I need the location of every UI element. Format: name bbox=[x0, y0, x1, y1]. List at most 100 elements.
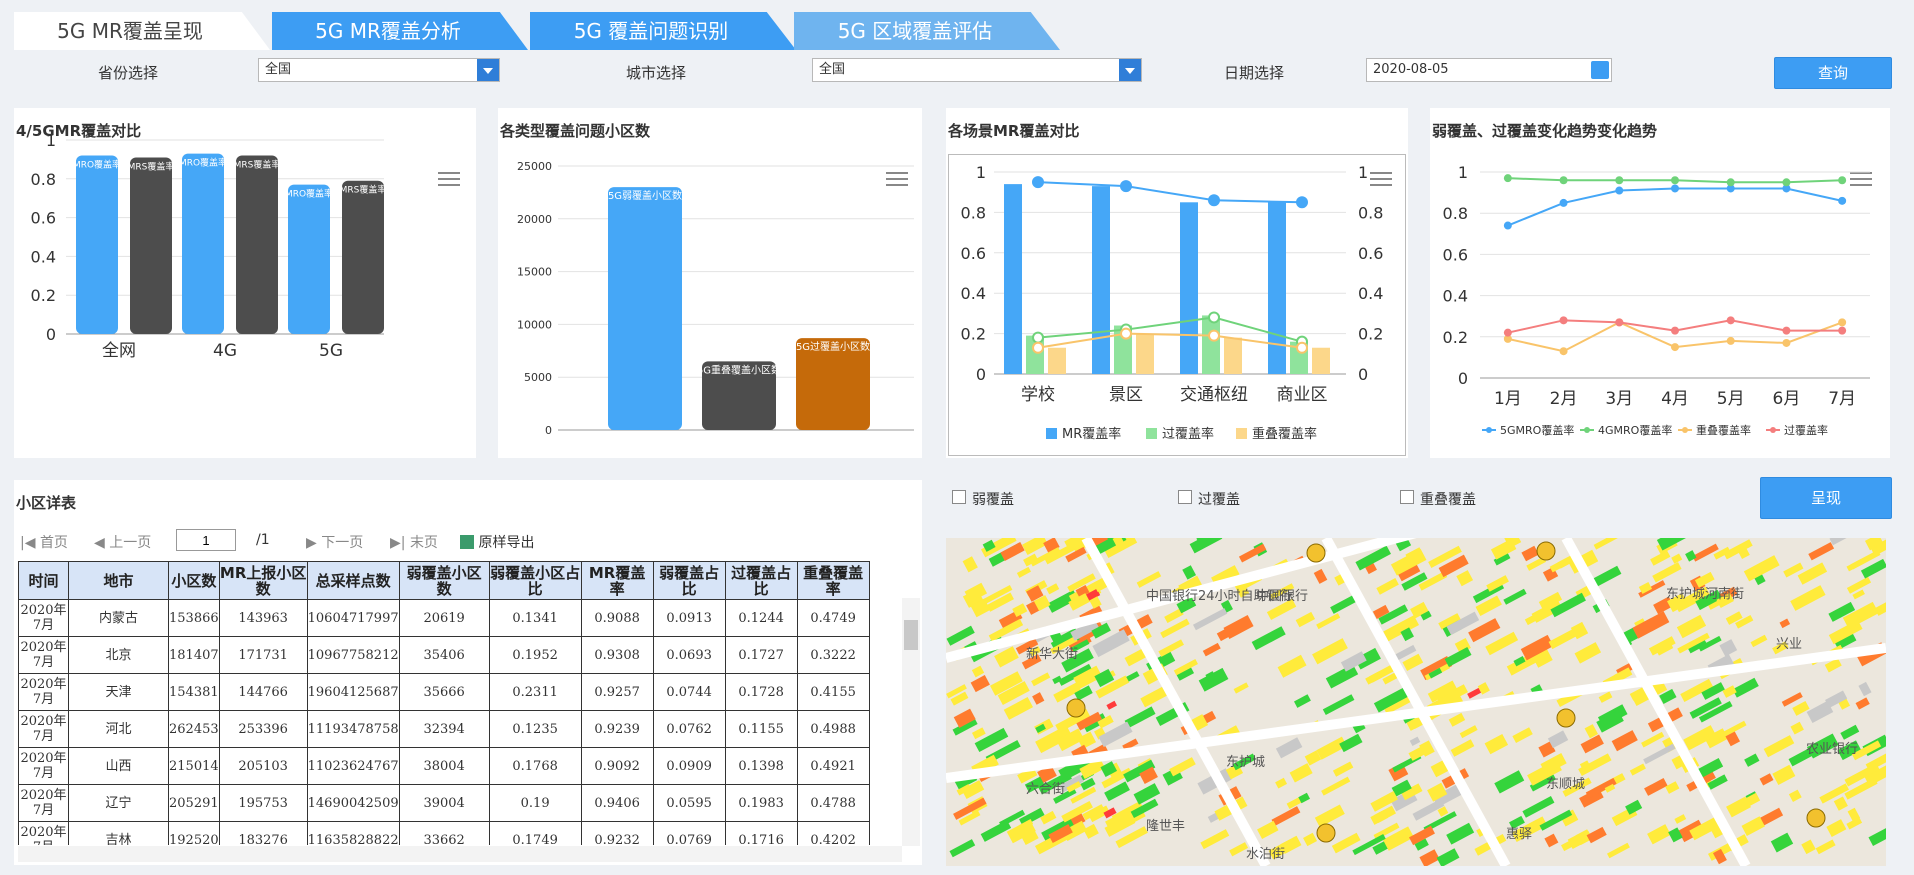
bar bbox=[1092, 186, 1110, 374]
chart-menu-icon[interactable] bbox=[438, 172, 460, 188]
map-block bbox=[1828, 601, 1856, 622]
y-tick-label: 20000 bbox=[517, 213, 552, 226]
table-cell: 0.1155 bbox=[724, 710, 798, 748]
table-cell: 0.1716 bbox=[724, 821, 798, 845]
map-block bbox=[1238, 543, 1267, 563]
horizontal-scrollbar[interactable] bbox=[18, 846, 902, 862]
table-cell: 20619 bbox=[398, 599, 490, 637]
table-row[interactable]: 2020年7月 辽宁 205291 195753 14690042509 39004 0.1… bbox=[18, 784, 870, 822]
vertical-scrollbar[interactable] bbox=[902, 598, 920, 846]
y-tick-label: 1 bbox=[46, 131, 56, 150]
tab-mr-coverage-analysis[interactable]: 5G MR覆盖分析 bbox=[272, 12, 528, 50]
chart-menu-icon[interactable] bbox=[1850, 172, 1872, 188]
map-block bbox=[1423, 811, 1457, 833]
point bbox=[1296, 196, 1308, 209]
map-block bbox=[1725, 731, 1741, 747]
next-page-button[interactable]: ▶ 下一页 bbox=[306, 535, 364, 551]
province-select[interactable]: 全国 bbox=[258, 58, 500, 82]
table-row[interactable]: 2020年7月 河北 262453 253396 11193478758 32394 0.1… bbox=[18, 710, 870, 748]
map-block bbox=[1456, 570, 1474, 587]
table-cell: 0.4155 bbox=[796, 673, 870, 711]
map-block bbox=[1325, 664, 1359, 689]
y-tick-label: 0.6 bbox=[1443, 245, 1468, 264]
map-block bbox=[1053, 787, 1077, 804]
over-coverage-checkbox[interactable] bbox=[1178, 490, 1192, 504]
table-cell: 0.0909 bbox=[652, 747, 726, 785]
point bbox=[1671, 326, 1679, 335]
overlap-coverage-checkbox[interactable] bbox=[1400, 490, 1414, 504]
map-block bbox=[1097, 714, 1114, 729]
table-cell: 154381 bbox=[168, 673, 220, 711]
chart-scene-mr: 0 0 0.2 0.2 0.4 0.4 0.6 0.6 0.8 0.8 1 1 学校 景区 交通枢纽 商业区 M… bbox=[961, 163, 1384, 442]
column-header: 重叠覆盖率 bbox=[796, 561, 870, 600]
map-block bbox=[1735, 615, 1754, 629]
coverage-map[interactable]: 中国银行24小时自助银行 中国银行 新华大街 东护城河南街 兴业 农业银行 东顺城 隆世丰 东护… bbox=[946, 538, 1886, 866]
table-row[interactable]: 2020年7月 内蒙古 153866 143963 10604717997 20619 0.… bbox=[18, 599, 870, 637]
map-block bbox=[1419, 740, 1435, 757]
scrollbar-thumb[interactable] bbox=[904, 620, 918, 650]
table-cell: 2020年7月 bbox=[18, 821, 69, 845]
chevron-down-icon[interactable] bbox=[1119, 59, 1141, 81]
map-block bbox=[1233, 682, 1249, 694]
table-row[interactable]: 2020年7月 北京 181407 171731 10967758212 35406 0.1… bbox=[18, 636, 870, 674]
table-cell: 14690042509 bbox=[306, 784, 400, 822]
table-row[interactable]: 2020年7月 天津 154381 144766 19604125687 35666 0.2… bbox=[18, 673, 870, 711]
map-block bbox=[1477, 682, 1490, 695]
map-block bbox=[1139, 766, 1158, 784]
date-input[interactable]: 2020-08-05 bbox=[1366, 58, 1612, 82]
map-block bbox=[1851, 740, 1882, 761]
panel-trend: 弱覆盖、过覆盖变化趋势变化趋势 0 0.2 0.4 0.6 0.8 1 1月 2月 3月 4月 5月… bbox=[1430, 108, 1890, 458]
last-page-button[interactable]: ▶| 末页 bbox=[390, 535, 438, 551]
tab-area-coverage-evaluation[interactable]: 5G 区域覆盖评估 bbox=[794, 12, 1060, 50]
date-value: 2020-08-05 bbox=[1373, 62, 1449, 77]
table-header-row: 时间 地市 小区数 MR上报小区数 总采样点数 弱覆盖小区数 弱覆盖小区占比 MR覆盖率 弱覆盖… bbox=[18, 561, 870, 600]
table-cell: 河北 bbox=[68, 710, 169, 748]
query-button[interactable]: 查询 bbox=[1774, 57, 1892, 89]
bar bbox=[608, 187, 682, 430]
map-block bbox=[1741, 816, 1765, 836]
base-station-icon bbox=[1806, 808, 1826, 828]
map-block bbox=[1164, 608, 1184, 624]
export-button[interactable]: 原样导出 bbox=[460, 532, 534, 552]
chevron-down-icon[interactable] bbox=[477, 59, 499, 81]
map-block bbox=[1111, 805, 1135, 824]
weak-coverage-checkbox[interactable] bbox=[952, 490, 966, 504]
map-block bbox=[1402, 653, 1424, 672]
page-input[interactable] bbox=[176, 529, 236, 551]
chart-menu-icon[interactable] bbox=[886, 172, 908, 188]
prev-page-button[interactable]: ◀ 上一页 bbox=[94, 535, 152, 551]
panel-title: 各类型覆盖问题小区数 bbox=[500, 122, 651, 140]
map-block bbox=[1376, 577, 1399, 595]
calendar-icon[interactable] bbox=[1591, 61, 1609, 79]
y-tick-label: 0 bbox=[1458, 369, 1468, 388]
map-label: 东护城 bbox=[1226, 755, 1265, 770]
tab-mr-coverage-display[interactable]: 5G MR覆盖呈现 bbox=[14, 12, 270, 50]
map-block bbox=[949, 839, 976, 858]
map-block bbox=[1604, 783, 1616, 793]
city-select[interactable]: 全国 bbox=[812, 58, 1142, 82]
map-block bbox=[982, 539, 996, 552]
table-cell: 33662 bbox=[398, 821, 490, 845]
chart-menu-icon[interactable] bbox=[1370, 172, 1392, 188]
map-block bbox=[1712, 848, 1727, 865]
map-block bbox=[1396, 561, 1421, 582]
table-cell: 0.0913 bbox=[652, 599, 726, 637]
map-block bbox=[1076, 711, 1102, 731]
map-block bbox=[1539, 809, 1573, 831]
first-page-button[interactable]: |◀ 首页 bbox=[20, 535, 68, 551]
legend-label: 4GMRO覆盖率 bbox=[1598, 423, 1672, 437]
map-block bbox=[1668, 827, 1683, 843]
table-row[interactable]: 2020年7月 山西 215014 205103 11023624767 38004 0.1… bbox=[18, 747, 870, 785]
chart-4-5g-mr: 0 0.2 0.4 0.6 0.8 1 全网 MRO覆盖率 MRS覆盖率 4G MRO覆盖率 MRS覆… bbox=[31, 131, 387, 361]
point bbox=[1208, 311, 1220, 324]
table-row[interactable]: 2020年7月吉林19252018327611635828822336620.1… bbox=[18, 821, 870, 845]
legend-swatch bbox=[1046, 428, 1057, 439]
table-cell: 11193478758 bbox=[306, 710, 400, 748]
map-block bbox=[1781, 692, 1803, 707]
bar-label: MRO覆盖率 bbox=[285, 188, 333, 200]
table-cell: 205103 bbox=[218, 747, 308, 785]
map-block bbox=[1232, 753, 1256, 771]
tab-coverage-issue-identification[interactable]: 5G 覆盖问题识别 bbox=[530, 12, 796, 50]
show-button[interactable]: 呈现 bbox=[1760, 477, 1892, 519]
